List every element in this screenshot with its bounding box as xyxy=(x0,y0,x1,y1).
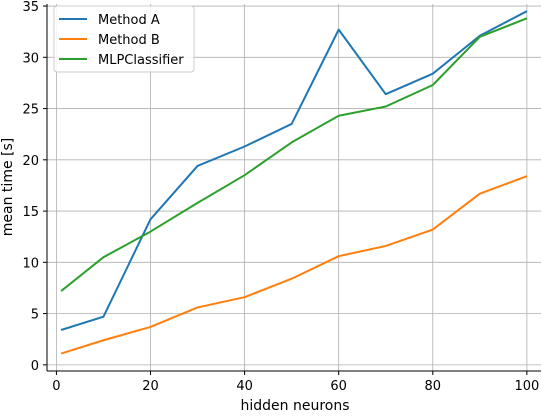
x-tick-label: 100 xyxy=(514,379,539,394)
x-tick-label: 20 xyxy=(142,379,159,394)
y-tick-label: 15 xyxy=(22,205,39,220)
y-tick-label: 10 xyxy=(22,256,39,271)
y-tick-label: 25 xyxy=(22,103,39,118)
legend: Method A Method B MLPClassifier xyxy=(54,6,194,72)
legend-label: Method A xyxy=(98,13,160,28)
legend-label: Method B xyxy=(98,33,160,48)
x-tick-label: 0 xyxy=(52,379,60,394)
x-tick-label: 60 xyxy=(330,379,347,394)
y-tick-label: 30 xyxy=(22,51,39,66)
y-tick-label: 20 xyxy=(22,154,39,169)
y-axis-label: mean time [s] xyxy=(0,138,16,236)
series-1 xyxy=(61,176,527,353)
y-tick-label: 0 xyxy=(31,359,39,374)
legend-label: MLPClassifier xyxy=(98,53,184,68)
x-tick-label: 40 xyxy=(236,379,253,394)
x-tick-label: 80 xyxy=(425,379,442,394)
x-axis-label: hidden neurons xyxy=(240,398,349,412)
y-tick-label: 35 xyxy=(22,0,39,15)
y-tick-label: 5 xyxy=(31,308,39,323)
series-line xyxy=(61,176,527,353)
